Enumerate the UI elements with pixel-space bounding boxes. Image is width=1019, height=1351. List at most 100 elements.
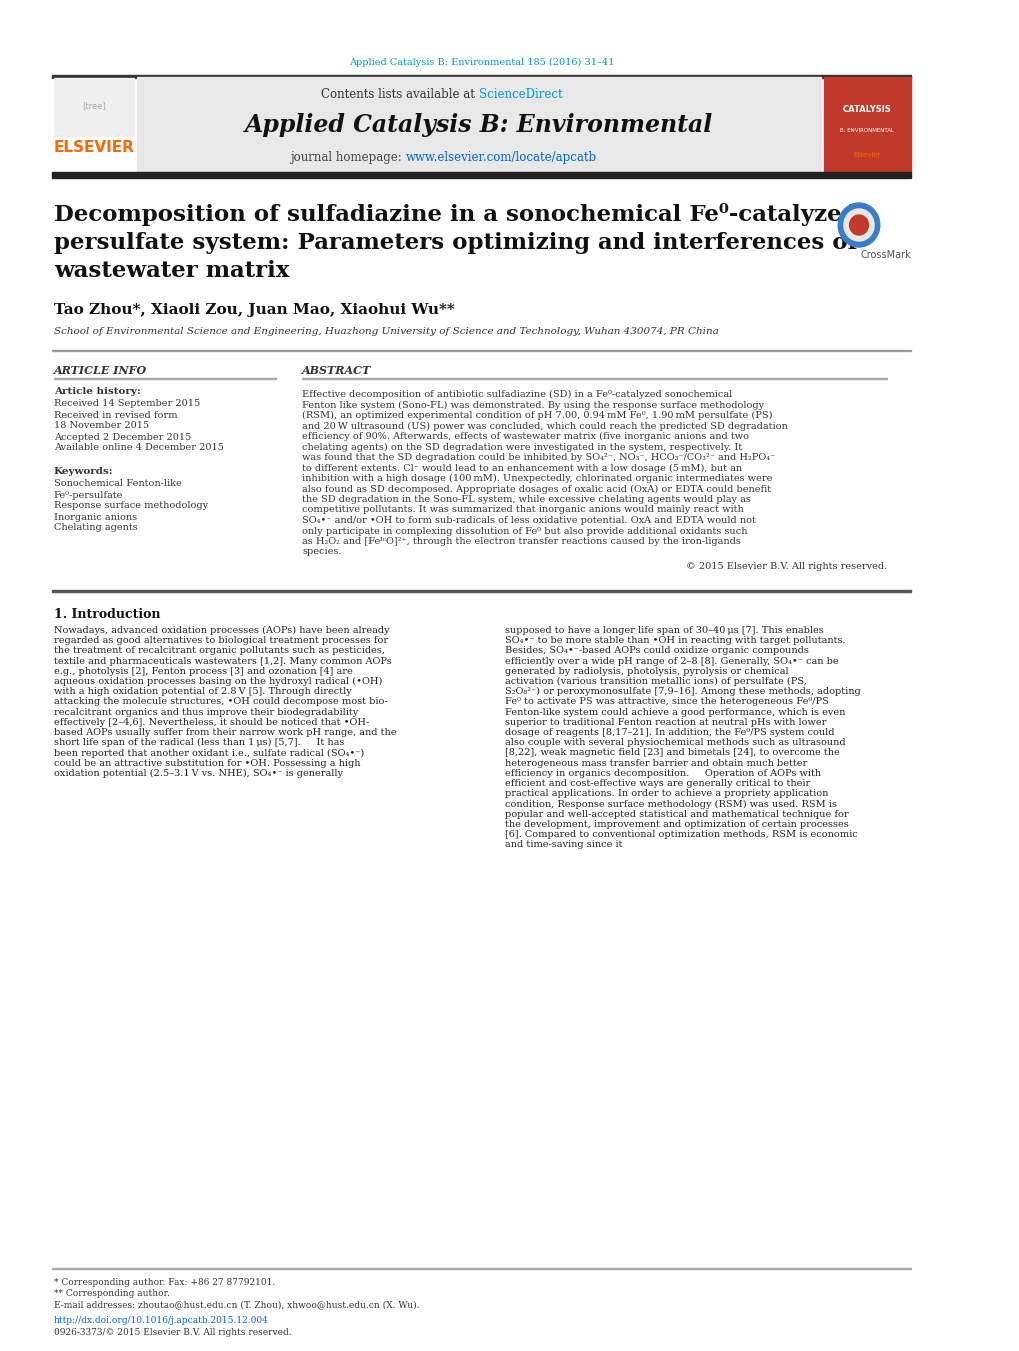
Text: efficiency of 90%. Afterwards, effects of wastewater matrix (five inorganic anio: efficiency of 90%. Afterwards, effects o… [302, 432, 748, 442]
Text: Elsevier: Elsevier [853, 153, 880, 158]
Text: Effective decomposition of antibiotic sulfadiazine (SD) in a Fe⁰-catalyzed sonoc: Effective decomposition of antibiotic su… [302, 390, 732, 399]
Text: practical applications. In order to achieve a propriety application: practical applications. In order to achi… [504, 789, 827, 798]
Text: could be an attractive substitution for •OH. Possessing a high: could be an attractive substitution for … [54, 759, 360, 767]
Text: ABSTRACT: ABSTRACT [302, 365, 371, 376]
Text: S₂O₈²⁻) or peroxymonosulfate [7,9–16]. Among these methods, adopting: S₂O₈²⁻) or peroxymonosulfate [7,9–16]. A… [504, 688, 860, 696]
Text: CATALYSIS: CATALYSIS [843, 105, 891, 115]
Text: www.elsevier.com/locate/apcatb: www.elsevier.com/locate/apcatb [406, 151, 596, 165]
Text: Applied Catalysis B: Environmental 185 (2016) 31–41: Applied Catalysis B: Environmental 185 (… [348, 58, 613, 66]
Text: http://dx.doi.org/10.1016/j.apcatb.2015.12.004: http://dx.doi.org/10.1016/j.apcatb.2015.… [54, 1316, 268, 1325]
Text: Besides, SO₄•⁻-based AOPs could oxidize organic compounds: Besides, SO₄•⁻-based AOPs could oxidize … [504, 646, 808, 655]
Text: SO₄•⁻ to be more stable than •OH in reacting with target pollutants.: SO₄•⁻ to be more stable than •OH in reac… [504, 636, 845, 646]
Bar [52, 76, 910, 77]
Text: B: ENVIRONMENTAL: B: ENVIRONMENTAL [840, 127, 894, 132]
Text: textile and pharmaceuticals wastewaters [1,2]. Many common AOPs: textile and pharmaceuticals wastewaters … [54, 657, 391, 666]
Text: superior to traditional Fenton reaction at neutral pHs with lower: superior to traditional Fenton reaction … [504, 717, 825, 727]
Text: Received 14 September 2015: Received 14 September 2015 [54, 400, 200, 408]
Text: ARTICLE INFO: ARTICLE INFO [54, 365, 147, 376]
Text: 1. Introduction: 1. Introduction [54, 608, 160, 621]
Text: SO₄•⁻ and/or •OH to form sub-radicals of less oxidative potential. OxA and EDTA : SO₄•⁻ and/or •OH to form sub-radicals of… [302, 516, 755, 526]
Text: journal homepage:: journal homepage: [290, 151, 406, 165]
Text: also couple with several physiochemical methods such as ultrasound: also couple with several physiochemical … [504, 738, 845, 747]
Text: Fenton like system (Sono-FL) was demonstrated. By using the response surface met: Fenton like system (Sono-FL) was demonst… [302, 400, 763, 409]
Text: effectively [2–4,6]. Nevertheless, it should be noticed that •OH-: effectively [2–4,6]. Nevertheless, it sh… [54, 717, 369, 727]
Text: with a high oxidation potential of 2.8 V [5]. Through directly: with a high oxidation potential of 2.8 V… [54, 688, 352, 696]
Text: dosage of reagents [8,17–21]. In addition, the Fe⁰/PS system could: dosage of reagents [8,17–21]. In additio… [504, 728, 834, 738]
Text: competitive pollutants. It was summarized that inorganic anions would mainly rea: competitive pollutants. It was summarize… [302, 505, 743, 515]
Text: Sonochemical Fenton-like: Sonochemical Fenton-like [54, 480, 181, 489]
Text: only participate in complexing dissolution of Fe⁰ but also provide additional ox: only participate in complexing dissoluti… [302, 527, 747, 535]
Text: and 20 W ultrasound (US) power was concluded, which could reach the predicted SD: and 20 W ultrasound (US) power was concl… [302, 422, 787, 431]
Text: [6]. Compared to conventional optimization methods, RSM is economic: [6]. Compared to conventional optimizati… [504, 830, 857, 839]
Bar [52, 590, 910, 592]
Text: was found that the SD degradation could be inhibited by SO₄²⁻, NO₃⁻, HCO₃⁻/CO₃²⁻: was found that the SD degradation could … [302, 453, 774, 462]
Text: [tree]: [tree] [83, 101, 106, 111]
Text: condition, Response surface methodology (RSM) was used. RSM is: condition, Response surface methodology … [504, 800, 837, 808]
Text: chelating agents) on the SD degradation were investigated in the system, respect: chelating agents) on the SD degradation … [302, 443, 742, 451]
Text: Fe⁰ to activate PS was attractive, since the heterogeneous Fe⁰/PS: Fe⁰ to activate PS was attractive, since… [504, 697, 828, 707]
Text: Article history:: Article history: [54, 388, 141, 396]
Text: short life span of the radical (less than 1 μs) [5,7].     It has: short life span of the radical (less tha… [54, 738, 343, 747]
Text: as H₂O₂ and [FeᴵᶜO]²⁺, through the electron transfer reactions caused by the iro: as H₂O₂ and [FeᴵᶜO]²⁺, through the elect… [302, 536, 740, 546]
Text: Decomposition of sulfadiazine in a sonochemical Fe⁰-catalyzed: Decomposition of sulfadiazine in a sonoc… [54, 204, 856, 227]
Text: supposed to have a longer life span of 30–40 μs [7]. This enables: supposed to have a longer life span of 3… [504, 626, 823, 635]
Text: been reported that another oxidant i.e., sulfate radical (SO₄•⁻): been reported that another oxidant i.e.,… [54, 748, 364, 758]
Text: Contents lists available at: Contents lists available at [321, 88, 478, 100]
Circle shape [843, 209, 873, 240]
Text: Fenton-like system could achieve a good performance, which is even: Fenton-like system could achieve a good … [504, 708, 845, 716]
Bar [54, 78, 133, 136]
Text: Tao Zhou*, Xiaoli Zou, Juan Mao, Xiaohui Wu**: Tao Zhou*, Xiaoli Zou, Juan Mao, Xiaohui… [54, 303, 454, 317]
Text: to different extents. Cl⁻ would lead to an enhancement with a low dosage (5 mM),: to different extents. Cl⁻ would lead to … [302, 463, 742, 473]
Text: CrossMark: CrossMark [859, 250, 910, 259]
Text: efficiency in organics decomposition.     Operation of AOPs with: efficiency in organics decomposition. Op… [504, 769, 820, 778]
Text: Inorganic anions: Inorganic anions [54, 512, 137, 521]
Text: species.: species. [302, 547, 341, 557]
Circle shape [838, 203, 879, 247]
Text: recalcitrant organics and thus improve their biodegradability: recalcitrant organics and thus improve t… [54, 708, 358, 716]
Text: popular and well-accepted statistical and mathematical technique for: popular and well-accepted statistical an… [504, 809, 848, 819]
Text: the treatment of recalcitrant organic pollutants such as pesticides,: the treatment of recalcitrant organic po… [54, 646, 384, 655]
Text: Response surface methodology: Response surface methodology [54, 501, 208, 511]
Text: the development, improvement and optimization of certain processes: the development, improvement and optimiz… [504, 820, 848, 828]
Text: 0926-3373/© 2015 Elsevier B.V. All rights reserved.: 0926-3373/© 2015 Elsevier B.V. All right… [54, 1328, 291, 1337]
Text: generated by radiolysis, photolysis, pyrolysis or chemical: generated by radiolysis, photolysis, pyr… [504, 667, 788, 676]
Text: the SD degradation in the Sono-FL system, while excessive chelating agents would: the SD degradation in the Sono-FL system… [302, 494, 750, 504]
Text: Available online 4 December 2015: Available online 4 December 2015 [54, 443, 223, 453]
Text: ** Corresponding author.: ** Corresponding author. [54, 1289, 169, 1298]
Text: attacking the molecule structures, •OH could decompose most bio-: attacking the molecule structures, •OH c… [54, 697, 387, 707]
Circle shape [849, 215, 867, 235]
Text: E-mail addresses: zhoutao@hust.edu.cn (T. Zhou), xhwoo@hust.edu.cn (X. Wu).: E-mail addresses: zhoutao@hust.edu.cn (T… [54, 1300, 419, 1309]
Text: regarded as good alternatives to biological treatment processes for: regarded as good alternatives to biologi… [54, 636, 387, 646]
Text: ELSEVIER: ELSEVIER [54, 141, 135, 155]
Text: Keywords:: Keywords: [54, 467, 113, 477]
Text: Nowadays, advanced oxidation processes (AOPs) have been already: Nowadays, advanced oxidation processes (… [54, 626, 389, 635]
Text: heterogeneous mass transfer barrier and obtain much better: heterogeneous mass transfer barrier and … [504, 759, 806, 767]
Text: persulfate system: Parameters optimizing and interferences of: persulfate system: Parameters optimizing… [54, 232, 856, 254]
Text: © 2015 Elsevier B.V. All rights reserved.: © 2015 Elsevier B.V. All rights reserved… [686, 562, 887, 571]
Text: efficient and cost-effective ways are generally critical to their: efficient and cost-effective ways are ge… [504, 780, 809, 788]
Text: 18 November 2015: 18 November 2015 [54, 422, 149, 431]
Text: oxidation potential (2.5–3.1 V vs. NHE), SO₄•⁻ is generally: oxidation potential (2.5–3.1 V vs. NHE),… [54, 769, 342, 778]
Bar [52, 172, 910, 178]
Text: * Corresponding author. Fax: +86 27 87792101.: * Corresponding author. Fax: +86 27 8779… [54, 1278, 275, 1288]
Text: inhibition with a high dosage (100 mM). Unexpectedly, chlorinated organic interm: inhibition with a high dosage (100 mM). … [302, 474, 771, 484]
Text: Accepted 2 December 2015: Accepted 2 December 2015 [54, 432, 191, 442]
Text: wastewater matrix: wastewater matrix [54, 259, 289, 282]
Text: Chelating agents: Chelating agents [54, 523, 138, 532]
Text: ScienceDirect: ScienceDirect [478, 88, 561, 100]
Text: Received in revised form: Received in revised form [54, 411, 177, 420]
Text: activation (various transition metallic ions) of persulfate (PS,: activation (various transition metallic … [504, 677, 806, 686]
Text: and time-saving since it: and time-saving since it [504, 840, 622, 850]
Text: aqueous oxidation processes basing on the hydroxyl radical (•OH): aqueous oxidation processes basing on th… [54, 677, 382, 686]
Text: [8,22], weak magnetic field [23] and bimetals [24], to overcome the: [8,22], weak magnetic field [23] and bim… [504, 748, 839, 758]
Text: based AOPs usually suffer from their narrow work pH range, and the: based AOPs usually suffer from their nar… [54, 728, 396, 738]
Text: School of Environmental Science and Engineering, Huazhong University of Science : School of Environmental Science and Engi… [54, 327, 717, 336]
Bar [823, 77, 910, 172]
Bar [137, 77, 820, 172]
Text: (RSM), an optimized experimental condition of pH 7.00, 0.94 mM Fe⁰, 1.90 mM pers: (RSM), an optimized experimental conditi… [302, 411, 771, 420]
Text: e.g., photolysis [2], Fenton process [3] and ozonation [4] are: e.g., photolysis [2], Fenton process [3]… [54, 667, 353, 676]
Text: efficiently over a wide pH range of 2–8 [8]. Generally, SO₄•⁻ can be: efficiently over a wide pH range of 2–8 … [504, 657, 838, 666]
Text: Applied Catalysis B: Environmental: Applied Catalysis B: Environmental [245, 113, 712, 136]
Text: Fe⁰-persulfate: Fe⁰-persulfate [54, 490, 123, 500]
Text: also found as SD decomposed. Appropriate dosages of oxalic acid (OxA) or EDTA co: also found as SD decomposed. Appropriate… [302, 485, 770, 493]
